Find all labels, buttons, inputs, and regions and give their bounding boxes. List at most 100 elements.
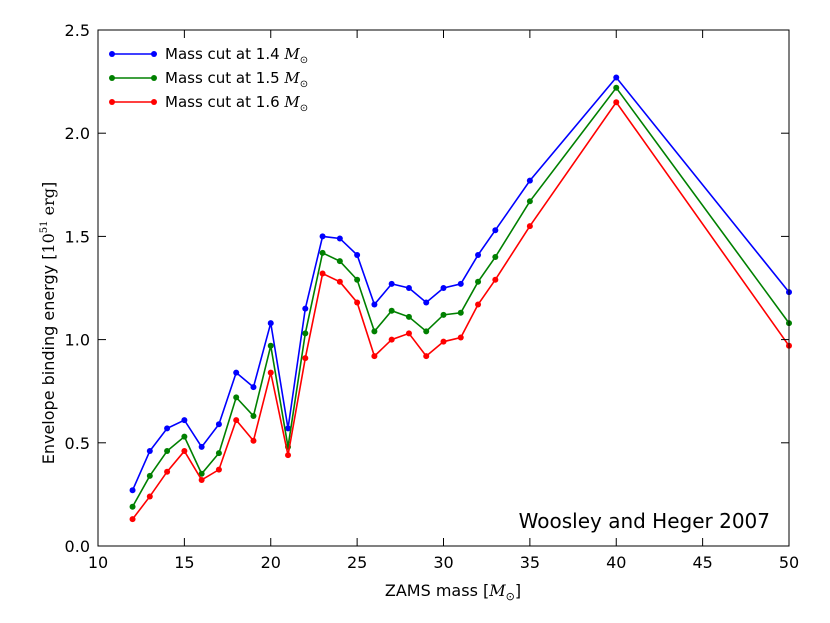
series-1-point — [440, 285, 447, 291]
series-1-point — [336, 235, 343, 242]
series-2-point — [198, 470, 205, 477]
series-2-point — [319, 249, 326, 256]
x-tick-label: 25 — [347, 553, 367, 572]
series-2-point — [267, 342, 274, 349]
svg-text:ZAMS mass [M⊙]: ZAMS mass [M⊙] — [385, 581, 521, 603]
series-2-point — [457, 309, 464, 316]
legend-label: Mass cut at 1.5 M⊙ — [165, 69, 308, 90]
y-tick-label: 0.0 — [65, 537, 90, 556]
series-2-point — [129, 503, 136, 510]
series-3-point — [371, 353, 378, 360]
series-3-point — [475, 301, 482, 308]
series-1-point — [371, 301, 378, 308]
series-line-2 — [131, 86, 790, 508]
x-tick-label: 10 — [88, 553, 108, 572]
series-3-point — [423, 353, 430, 360]
series-3-point — [129, 516, 136, 523]
series-1-point — [267, 320, 274, 327]
legend-marker — [151, 75, 157, 81]
legend: Mass cut at 1.4 M⊙ Mass cut at 1.5 M⊙ Mass… — [109, 45, 308, 114]
series-1-point — [302, 305, 309, 312]
series-1-point — [250, 384, 257, 391]
legend-marker — [151, 51, 157, 57]
series-3-point — [319, 270, 326, 277]
legend-label: Mass cut at 1.6 M⊙ — [165, 93, 308, 114]
legend-entry-3: Mass cut at 1.6 M⊙ — [109, 93, 308, 114]
series-1-point — [526, 177, 533, 184]
series-1-point — [388, 280, 395, 287]
series-2-point — [371, 328, 378, 335]
y-axis-label-text: Envelope binding energy — [39, 265, 58, 464]
series-1-point — [129, 487, 136, 494]
series-2-point — [440, 311, 447, 318]
y-tick-label: 2.0 — [65, 124, 90, 143]
series-1-point — [233, 369, 240, 376]
series-2-point — [405, 313, 412, 320]
x-tick-label: 40 — [606, 553, 626, 572]
legend-marker — [151, 99, 157, 105]
series-1-point — [475, 251, 482, 258]
series-3-point — [388, 336, 395, 343]
series-2-point — [250, 412, 257, 419]
series-3-point — [405, 330, 412, 337]
legend-label: Mass cut at 1.4 M⊙ — [165, 45, 308, 66]
series-1-point — [354, 251, 361, 258]
y-tick-label: 1.0 — [65, 331, 90, 350]
legend-entry-2: Mass cut at 1.5 M⊙ — [109, 69, 308, 90]
annotation-text: Woosley and Heger 2007 — [519, 509, 770, 533]
series-3-point — [250, 437, 257, 444]
series-1-point — [492, 227, 499, 234]
series-2-point — [336, 258, 343, 265]
series-2-point — [181, 433, 188, 440]
legend-entry-1: Mass cut at 1.4 M⊙ — [109, 45, 308, 66]
series-2-point — [146, 472, 153, 479]
y-axis-label: Envelope binding energy [1051 erg] — [39, 182, 58, 465]
series-2-point — [215, 450, 222, 457]
series-3-point — [267, 369, 274, 376]
series-3-point — [198, 476, 205, 483]
legend-marker — [109, 99, 115, 105]
y-tick-label: 1.5 — [65, 227, 90, 246]
series-2-point — [233, 394, 240, 401]
x-tick-label: 20 — [261, 553, 281, 572]
y-tick-label: 2.5 — [65, 21, 90, 40]
series-3-point — [526, 223, 533, 230]
series-1-point — [146, 448, 153, 455]
series-1-point — [423, 299, 430, 306]
series-3-point — [146, 493, 153, 500]
x-tick-label: 15 — [174, 553, 194, 572]
series-2-point — [613, 84, 620, 91]
series-3-point — [492, 276, 499, 283]
series-2-point — [475, 278, 482, 285]
x-tick-label: 45 — [692, 553, 712, 572]
series-3-point — [440, 338, 447, 345]
series-1-point — [181, 417, 188, 424]
series-2-point — [164, 448, 171, 455]
series-3-point — [233, 417, 240, 424]
series-1-point — [457, 280, 464, 287]
legend-marker — [109, 75, 115, 81]
series-2-point — [423, 328, 430, 335]
series-1-point — [215, 421, 222, 428]
series-2-point — [302, 330, 309, 337]
x-axis-label: ZAMS mass [M⊙] — [385, 581, 521, 603]
series-2-point — [354, 276, 361, 283]
series-3-point — [613, 99, 620, 106]
series-3-point — [336, 278, 343, 285]
x-tick-label: 30 — [433, 553, 453, 572]
series-2-point — [388, 307, 395, 314]
x-axis-label-text: ZAMS mass — [385, 581, 478, 600]
series-3-point — [354, 299, 361, 306]
series-2-point — [526, 198, 533, 205]
series-1-point — [285, 425, 292, 432]
svg-text:Envelope binding energy: Envelope binding energy [1051 erg] — [39, 182, 58, 465]
series-3-point — [215, 466, 222, 473]
series-1-point — [164, 425, 171, 432]
series-1-point — [405, 285, 412, 291]
series-3-point — [164, 468, 171, 475]
series-3-point — [457, 334, 464, 341]
series-1-point — [613, 74, 620, 81]
legend-marker — [109, 51, 115, 57]
x-tick-label: 35 — [520, 553, 540, 572]
